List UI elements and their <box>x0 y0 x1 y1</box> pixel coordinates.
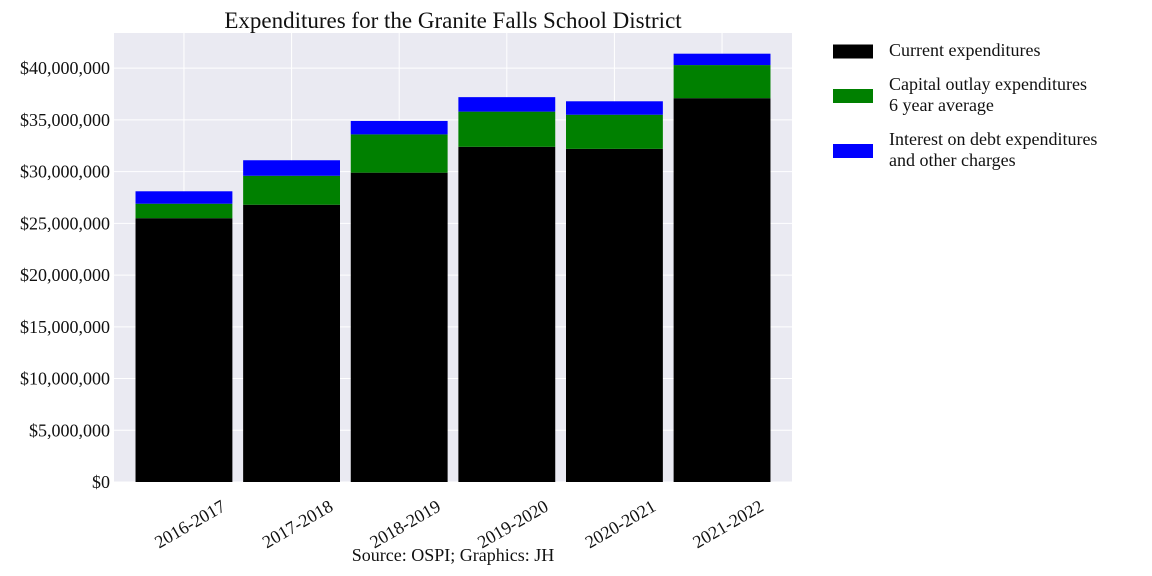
bar-2021-2022-series-0 <box>673 98 771 482</box>
bar-2018-2019-series-1 <box>350 134 448 173</box>
bar-2019-2020-series-2 <box>458 97 556 112</box>
bars <box>135 53 771 483</box>
y-tick-label: $35,000,000 <box>20 110 110 130</box>
bar-2019-2020-series-1 <box>458 111 556 147</box>
y-tick-label: $40,000,000 <box>20 58 110 78</box>
y-tick-label: $25,000,000 <box>20 213 110 233</box>
legend-label-1: Capital outlay expenditures 6 year averag… <box>889 74 1087 115</box>
legend-swatch-2 <box>833 144 873 158</box>
bar-2020-2021-series-0 <box>566 148 663 482</box>
legend-swatch-0 <box>833 44 873 59</box>
y-tick-label: $5,000,000 <box>29 420 110 440</box>
x-axis-ticks: 2016-2017 2017-2018 2018-2019 2019-2020 2020… <box>151 496 767 552</box>
x-tick-label: 2016-2017 <box>151 496 229 552</box>
x-tick-label: 2021-2022 <box>689 496 767 552</box>
x-tick-label: 2018-2019 <box>366 496 444 552</box>
legend-label-0: Current expenditures <box>889 40 1040 60</box>
x-axis-label: Source: OSPI; Graphics: JH <box>352 545 554 565</box>
legend-swatch-1 <box>833 89 873 103</box>
x-tick-label: 2019-2020 <box>474 496 552 552</box>
bar-2018-2019-series-0 <box>350 172 448 482</box>
y-axis-ticks: $0 $5,000,000 $10,000,000 $15,000,000 $20,00… <box>20 58 110 492</box>
x-tick-label: 2017-2018 <box>259 496 337 552</box>
bar-2017-2018-series-2 <box>243 160 340 176</box>
x-tick-label: 2020-2021 <box>582 496 660 552</box>
y-tick-label: $0 <box>92 472 110 492</box>
y-tick-label: $30,000,000 <box>20 162 110 182</box>
bar-2017-2018-series-1 <box>243 175 340 205</box>
y-tick-label: $15,000,000 <box>20 317 110 337</box>
y-tick-label: $10,000,000 <box>20 369 110 389</box>
bar-2017-2018-series-0 <box>243 204 340 483</box>
bar-2021-2022-series-1 <box>673 65 771 99</box>
bar-2019-2020-series-0 <box>458 146 556 482</box>
bar-2016-2017-series-2 <box>135 191 233 204</box>
bar-2016-2017-series-0 <box>135 218 233 482</box>
bar-2021-2022-series-2 <box>673 53 771 66</box>
legend: Current expenditures Capital outlay expen… <box>833 40 1097 170</box>
bar-2020-2021-series-1 <box>566 114 663 149</box>
bar-2020-2021-series-2 <box>566 101 663 115</box>
bar-2016-2017-series-1 <box>135 203 233 219</box>
legend-label-2: Interest on debt expenditures and other c… <box>889 129 1097 170</box>
y-tick-label: $20,000,000 <box>20 265 110 285</box>
bar-2018-2019-series-2 <box>350 120 448 135</box>
chart-title: Expenditures for the Granite Falls Schoo… <box>224 8 682 33</box>
